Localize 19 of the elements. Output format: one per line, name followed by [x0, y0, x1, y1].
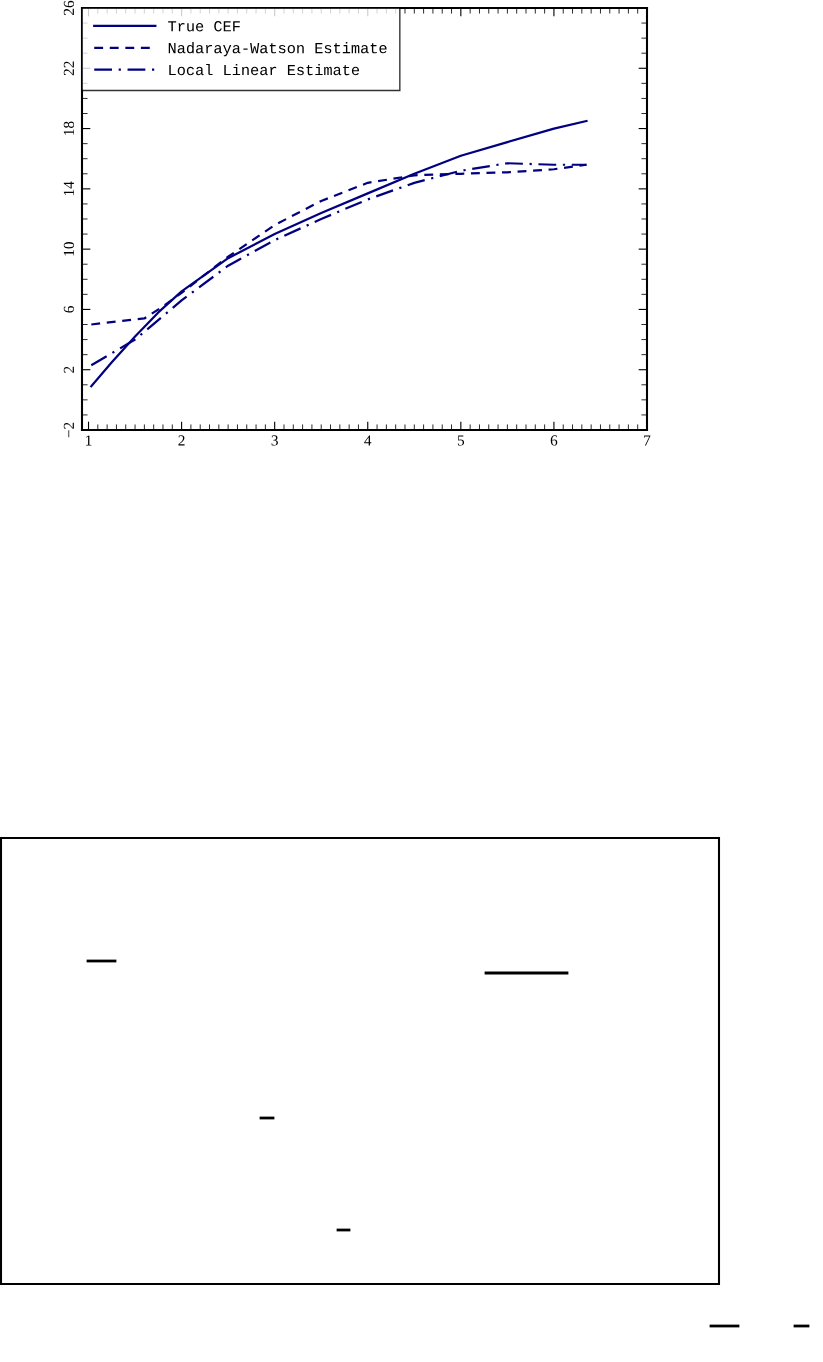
legend-label: Nadaraya-Watson Estimate	[168, 42, 387, 57]
legend-label: Local Linear Estimate	[169, 63, 360, 76]
y-tick-label: −2	[63, 422, 74, 438]
x-tick-label: 4	[364, 435, 372, 446]
x-tick-label: 3	[271, 435, 278, 446]
x-tick-label: 7	[644, 435, 651, 446]
y-tick-label: 18	[63, 121, 75, 135]
x-tick-label: 2	[178, 435, 185, 446]
line-series	[90, 119, 588, 388]
y-tick-label: 10	[63, 242, 75, 256]
y-tick-label: 14	[63, 181, 74, 196]
x-tick-label: 6	[550, 435, 558, 446]
legend-label: True CEF	[168, 21, 240, 32]
y-tick-label: 6	[63, 306, 75, 313]
y-tick-label: 26	[63, 0, 75, 15]
x-tick-label: 5	[457, 435, 465, 446]
y-tick-label: 2	[63, 366, 74, 373]
x-tick-label: 1	[86, 435, 92, 446]
y-tick-label: 22	[63, 61, 74, 76]
